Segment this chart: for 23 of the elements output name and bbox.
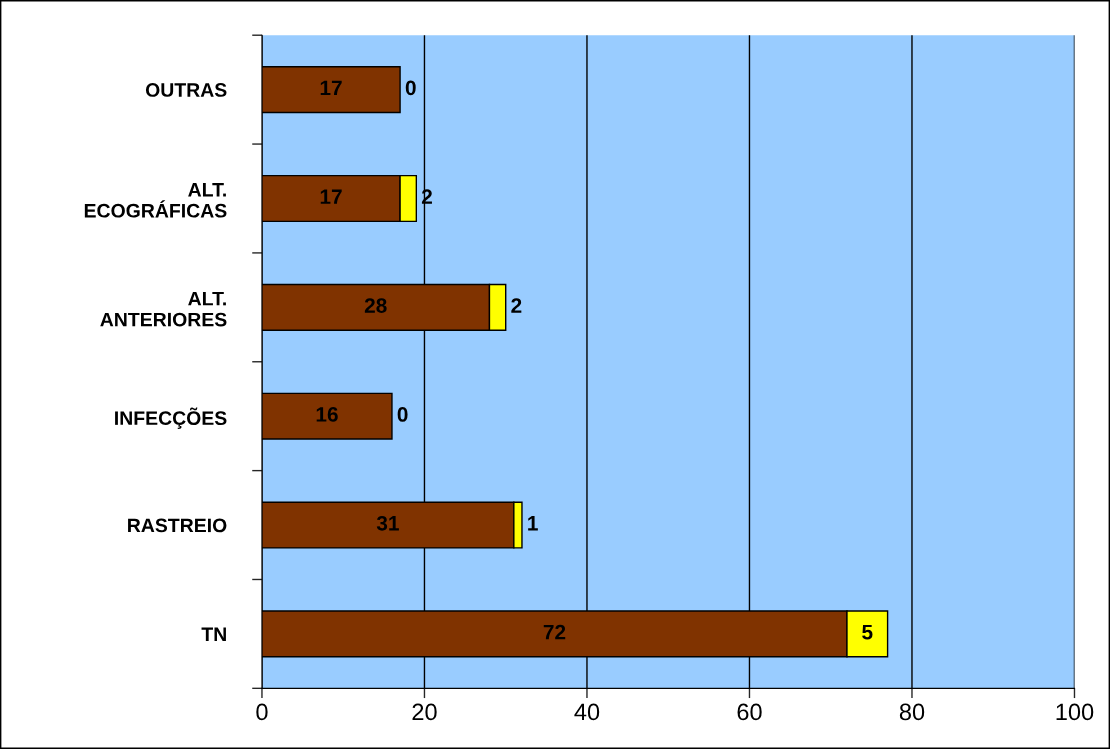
data-label: 17	[320, 80, 342, 96]
data-label: 1	[528, 516, 538, 531]
data-label: 0	[405, 80, 416, 96]
y-tick-label: ALT. ANTERIORES	[100, 291, 227, 327]
y-tick-label: TN	[201, 627, 226, 641]
data-label: 16	[316, 407, 338, 422]
x-tick-label: 80	[899, 703, 925, 721]
data-label: 72	[543, 624, 566, 640]
data-label: 31	[376, 515, 399, 531]
data-label: 28	[364, 298, 387, 313]
y-tick-label: OUTRAS	[145, 83, 227, 97]
data-label: 5	[862, 624, 873, 640]
y-tick-label: INFECÇÕES	[115, 407, 227, 429]
data-label: 17	[320, 189, 342, 204]
y-tick-label: RASTREIO	[128, 518, 227, 533]
x-tick-label: 20	[412, 703, 437, 721]
data-label: 2	[511, 298, 522, 313]
x-tick-label: 100	[1056, 703, 1094, 721]
x-tick-label: 60	[737, 703, 762, 721]
x-tick-label: 40	[574, 703, 600, 721]
x-tick-label: 0	[256, 703, 268, 721]
data-label: 0	[397, 407, 408, 422]
y-tick-label: ALT. ECOGRÁFICAS	[84, 183, 227, 218]
